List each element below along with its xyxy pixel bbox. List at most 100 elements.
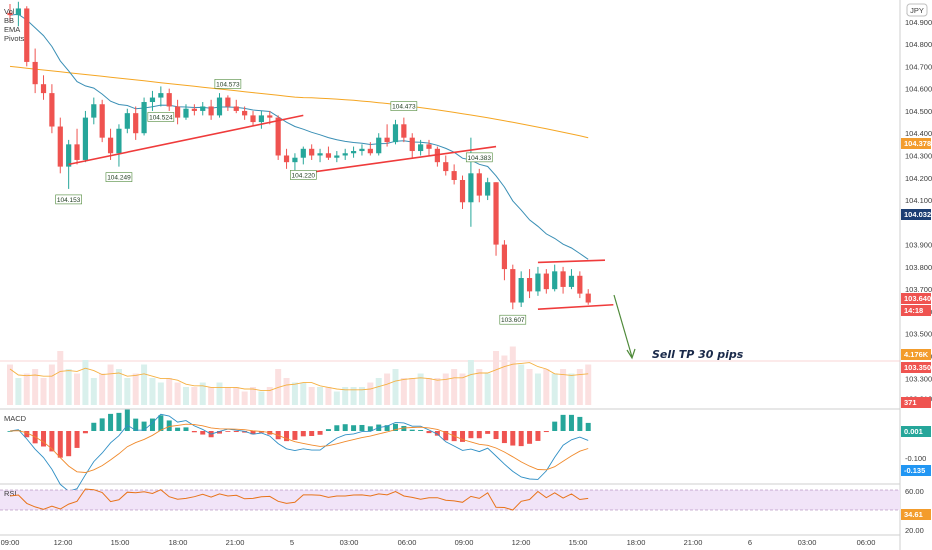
price-tag[interactable]: 104.378 xyxy=(901,138,931,149)
price-axis[interactable]: 1.1104.900104.800104.700104.600104.50010… xyxy=(901,7,932,408)
candle-body xyxy=(577,275,583,294)
price-tag-label: 103.640 xyxy=(904,294,931,303)
trend-line xyxy=(68,114,304,166)
price-tag[interactable]: 14:18 xyxy=(901,305,931,316)
volume-bar xyxy=(115,369,122,405)
candle-body xyxy=(359,148,365,152)
time-axis[interactable]: 09:00 12:00 15:00 18:00 21:00 5 03:00 06:00 09:0… xyxy=(1,538,876,547)
volume-bar xyxy=(23,373,30,405)
price-tag[interactable]: 103.350 xyxy=(901,362,931,373)
candle-body xyxy=(7,12,13,16)
candle-body xyxy=(200,106,206,111)
volume-bar xyxy=(65,369,72,405)
macd-histogram-bar xyxy=(468,431,474,439)
volume-bar xyxy=(99,373,106,405)
pivot-label: 104.473 xyxy=(390,101,418,111)
candle-body xyxy=(116,128,122,154)
time-tick-label: 12:00 xyxy=(54,538,73,547)
pivot-label: 104.249 xyxy=(105,172,133,182)
price-tag[interactable]: 371 xyxy=(901,397,931,408)
pivot-label: 104.220 xyxy=(289,170,317,180)
macd-histogram-bar xyxy=(334,425,340,431)
pivot-label-box xyxy=(390,101,418,111)
macd-histogram-bar xyxy=(166,420,172,431)
price-pane[interactable] xyxy=(0,0,901,550)
price-tag[interactable]: 4.176K xyxy=(901,349,931,360)
macd-histogram-bar xyxy=(485,431,491,434)
candle-body xyxy=(535,273,541,292)
pivot-label-text: 103.607 xyxy=(501,317,525,324)
channel-line xyxy=(537,303,614,311)
candle-body xyxy=(40,84,47,94)
candle-body xyxy=(426,144,432,149)
legend-pivots[interactable]: Pivots xyxy=(4,34,25,43)
price-tick-label: 104.500 xyxy=(905,107,932,116)
volume-bar xyxy=(493,351,500,405)
macd-pane[interactable]: MACD 0.001 -0.100 -0.135 xyxy=(4,409,931,492)
macd-histogram-bar xyxy=(309,431,315,437)
volume-ma-line xyxy=(9,362,589,392)
macd-histogram-bar xyxy=(124,409,130,431)
candle-body xyxy=(32,61,38,85)
candle-body xyxy=(124,113,130,129)
symbol-badge: JPY xyxy=(906,3,928,17)
volume-bar xyxy=(166,378,173,405)
pivot-label-text: 104.573 xyxy=(216,81,240,88)
legend-bb[interactable]: BB xyxy=(4,16,14,25)
candle-body xyxy=(317,153,323,156)
candle-body xyxy=(283,155,290,163)
price-tag-label: 371 xyxy=(904,398,917,407)
pivot-label: 104.524 xyxy=(147,112,175,122)
volume-bar xyxy=(350,387,357,405)
price-tick-label: 103.700 xyxy=(905,285,932,294)
candle-body xyxy=(15,8,21,16)
volume-bar xyxy=(451,369,458,405)
time-tick-label: 09:00 xyxy=(455,538,474,547)
volume-bar xyxy=(216,382,223,405)
candle-body xyxy=(66,144,72,167)
macd-histogram-bar xyxy=(568,414,574,431)
candle-body xyxy=(493,182,499,245)
volume-bar xyxy=(107,364,114,405)
pivot-label-text: 104.524 xyxy=(149,114,173,121)
legend-ema[interactable]: EMA xyxy=(4,25,20,34)
volume-bar xyxy=(568,373,575,405)
macd-histogram-bar xyxy=(585,422,591,431)
macd-histogram-bar xyxy=(141,421,147,431)
price-tag[interactable]: 104.032 xyxy=(901,209,931,220)
volume-bars xyxy=(7,346,592,405)
candle-body xyxy=(309,148,315,156)
pivot-label: 103.607 xyxy=(499,314,527,325)
rsi-pane[interactable]: RSI 60.00 34.61 20.00 xyxy=(0,487,931,535)
volume-bar xyxy=(191,387,198,405)
rsi-line xyxy=(9,488,589,511)
volume-bar xyxy=(526,369,533,405)
volume-bar xyxy=(434,378,441,405)
volume-bar xyxy=(224,387,231,405)
candle-body xyxy=(409,137,415,152)
price-tag-bg xyxy=(901,293,931,304)
macd-histogram-bar xyxy=(527,431,533,444)
pivot-labels: 104.153 104.249 104.524 104.573 104.220 104.4… xyxy=(55,79,527,325)
price-tag[interactable]: 103.640 xyxy=(901,293,931,304)
pivot-label: 104.153 xyxy=(55,194,82,205)
pivot-label-box xyxy=(55,194,82,205)
pivot-label-box xyxy=(465,152,493,163)
legend[interactable]: Vol BB EMA Pivots xyxy=(4,7,25,43)
volume-bar xyxy=(576,369,583,405)
ema-slow-line xyxy=(9,65,589,139)
volume-bar xyxy=(149,378,156,405)
time-tick-label: 03:00 xyxy=(340,538,359,547)
candle-body xyxy=(216,97,223,116)
macd-histogram-bar xyxy=(351,425,357,431)
macd-histogram-bar xyxy=(409,429,415,431)
candle-body xyxy=(443,162,449,172)
candle-body xyxy=(183,108,189,118)
legend-vol[interactable]: Vol xyxy=(4,7,15,16)
macd-histogram-bar xyxy=(367,426,373,431)
macd-histogram-bar xyxy=(41,431,47,447)
candle-body xyxy=(342,153,348,156)
price-tick-label: 104.700 xyxy=(905,62,932,71)
volume-bar xyxy=(48,364,55,405)
